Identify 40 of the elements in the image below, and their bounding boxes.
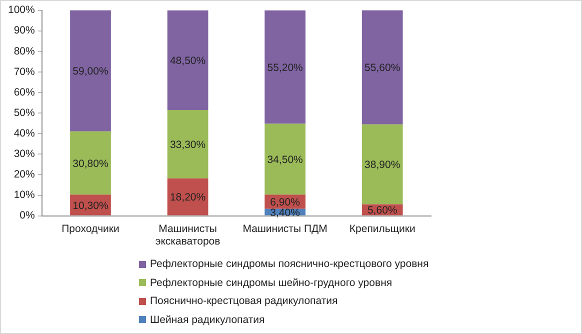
data-label: 30,80% bbox=[72, 158, 108, 170]
y-tick-label: 70% bbox=[14, 66, 35, 78]
x-tick-label: Машинисты экскаваторов bbox=[155, 222, 221, 248]
y-tick-label: 90% bbox=[14, 24, 35, 37]
y-tick-label: 40% bbox=[14, 127, 35, 140]
data-label: 55,60% bbox=[364, 62, 400, 74]
legend-label: Рефлекторные синдромы шейно-грудного уровня bbox=[150, 276, 392, 290]
bar bbox=[70, 131, 111, 195]
y-tick-label: 50% bbox=[14, 106, 35, 119]
y-tick-label: 100% bbox=[8, 4, 35, 16]
legend-label: Пояснично-крестцовая радикулопатия bbox=[150, 294, 338, 309]
data-label: 6,90% bbox=[270, 196, 300, 209]
data-label: 59,00% bbox=[72, 66, 108, 78]
data-label: 48,50% bbox=[170, 55, 206, 68]
bar bbox=[264, 10, 306, 124]
data-label: 18,20% bbox=[170, 192, 206, 204]
data-label: 34,50% bbox=[267, 154, 303, 166]
x-tick-label: Машинисты ПДМ bbox=[242, 222, 328, 235]
bar bbox=[362, 124, 403, 204]
bar bbox=[70, 10, 111, 132]
legend-label: Шейная радикулопатия bbox=[150, 312, 265, 328]
bar bbox=[362, 10, 403, 124]
y-tick-label: 10% bbox=[14, 189, 35, 202]
y-tick-label: 60% bbox=[14, 86, 35, 98]
y-tick-label: 20% bbox=[14, 168, 35, 181]
data-label: 10,30% bbox=[72, 200, 108, 212]
legend-label: Рефлекторные синдромы пояснично-крестцового уровня bbox=[150, 257, 429, 272]
bar bbox=[167, 110, 208, 178]
y-tick-label: 80% bbox=[14, 45, 35, 58]
bar bbox=[264, 124, 306, 195]
data-label: 33,30% bbox=[170, 139, 206, 152]
bar bbox=[167, 178, 208, 216]
y-tick-label: 0% bbox=[20, 210, 35, 222]
data-label: 38,90% bbox=[364, 159, 400, 172]
bar bbox=[167, 10, 208, 110]
data-label: 5,60% bbox=[367, 204, 398, 217]
data-label: 55,20% bbox=[267, 62, 303, 74]
x-tick-label: Крепильщики bbox=[349, 222, 416, 235]
y-tick-label: 30% bbox=[14, 148, 35, 160]
x-tick-label: Проходчики bbox=[62, 222, 120, 235]
